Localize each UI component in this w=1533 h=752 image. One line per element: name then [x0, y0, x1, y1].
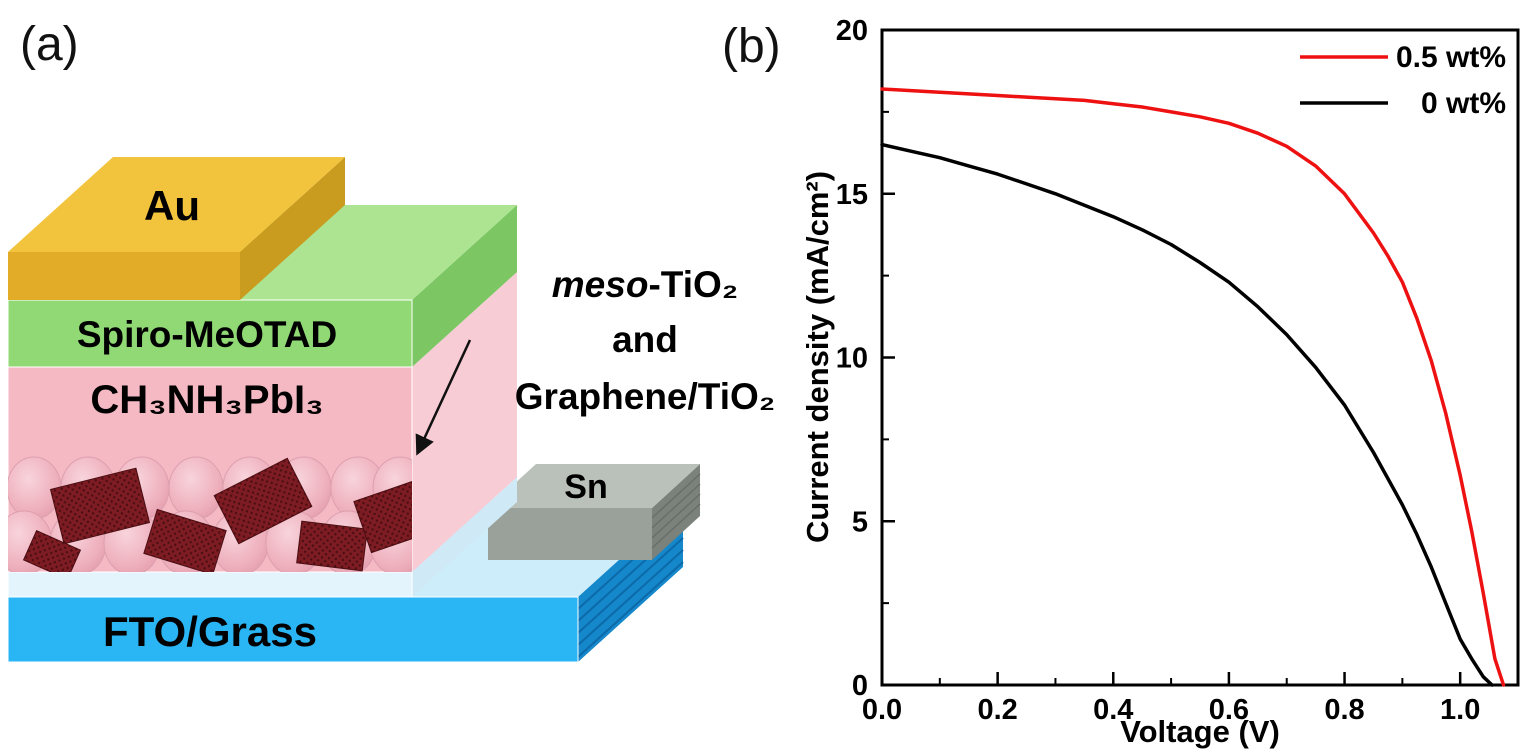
- spiro-side-face: [412, 205, 517, 367]
- au-top-face: [8, 157, 345, 252]
- au-side-face: [240, 157, 345, 300]
- y-tick-label: 0: [852, 670, 868, 702]
- annotation-line3: Graphene/TiO₂: [515, 376, 775, 417]
- au-label: Au: [144, 182, 200, 229]
- graphene-flakes: [22, 457, 412, 572]
- y-axis-title: Current density (mA/cm²): [800, 171, 835, 543]
- panel-a-label: (a): [20, 18, 79, 71]
- sn-top-face: [488, 464, 700, 508]
- device-schematic: (a) FTO/Grass Sn: [7, 18, 775, 663]
- annotation-line2: and: [612, 319, 678, 360]
- x-tick-label: 0.0: [862, 694, 902, 726]
- x-tick-label: 0.2: [977, 694, 1017, 726]
- sn-label: Sn: [564, 468, 607, 506]
- x-axis-title: Voltage (V): [1120, 714, 1280, 749]
- perovskite-side-face: [412, 272, 517, 572]
- legend-label: 0 wt%: [1421, 87, 1506, 120]
- annotation-meso: meso: [552, 264, 649, 305]
- fto-label: FTO/Grass: [103, 608, 317, 655]
- plot-frame: [880, 28, 1520, 687]
- sn-contact: Sn: [488, 464, 701, 560]
- curve-0-5-wt-: [880, 87, 1506, 687]
- legend-label: 0.5 wt%: [1396, 41, 1506, 74]
- jv-chart: (b) Voltage (V) Current density (mA/cm²)…: [722, 15, 1520, 749]
- annotation-line1: meso-TiO₂: [552, 264, 738, 305]
- compact-layer-front: [7, 571, 413, 598]
- y-tick-label: 15: [836, 179, 868, 211]
- curve-0-wt-: [880, 142, 1494, 687]
- panel-b-label: (b): [722, 20, 781, 73]
- annotation-meso-rest: -TiO₂: [648, 264, 738, 305]
- au-front-face: [8, 252, 240, 300]
- annotation-arrow: [415, 339, 472, 456]
- x-tick-label: 0.6: [1209, 694, 1249, 726]
- y-tick-label: 5: [852, 506, 868, 538]
- perovskite-label: CH₃NH₃PbI₃: [90, 378, 323, 422]
- x-tick-label: 0.8: [1324, 694, 1364, 726]
- sn-front-face: [488, 508, 652, 560]
- x-tick-label: 0.4: [1093, 694, 1133, 726]
- x-tick-label: 1.0: [1440, 694, 1480, 726]
- sn-side-face: [651, 464, 701, 560]
- compact-layer-side: [412, 477, 517, 597]
- y-tick-label: 10: [836, 343, 868, 375]
- spiro-label: Spiro-MeOTAD: [77, 314, 337, 355]
- y-tick-label: 20: [836, 15, 868, 47]
- spiro-front-face: [7, 299, 413, 368]
